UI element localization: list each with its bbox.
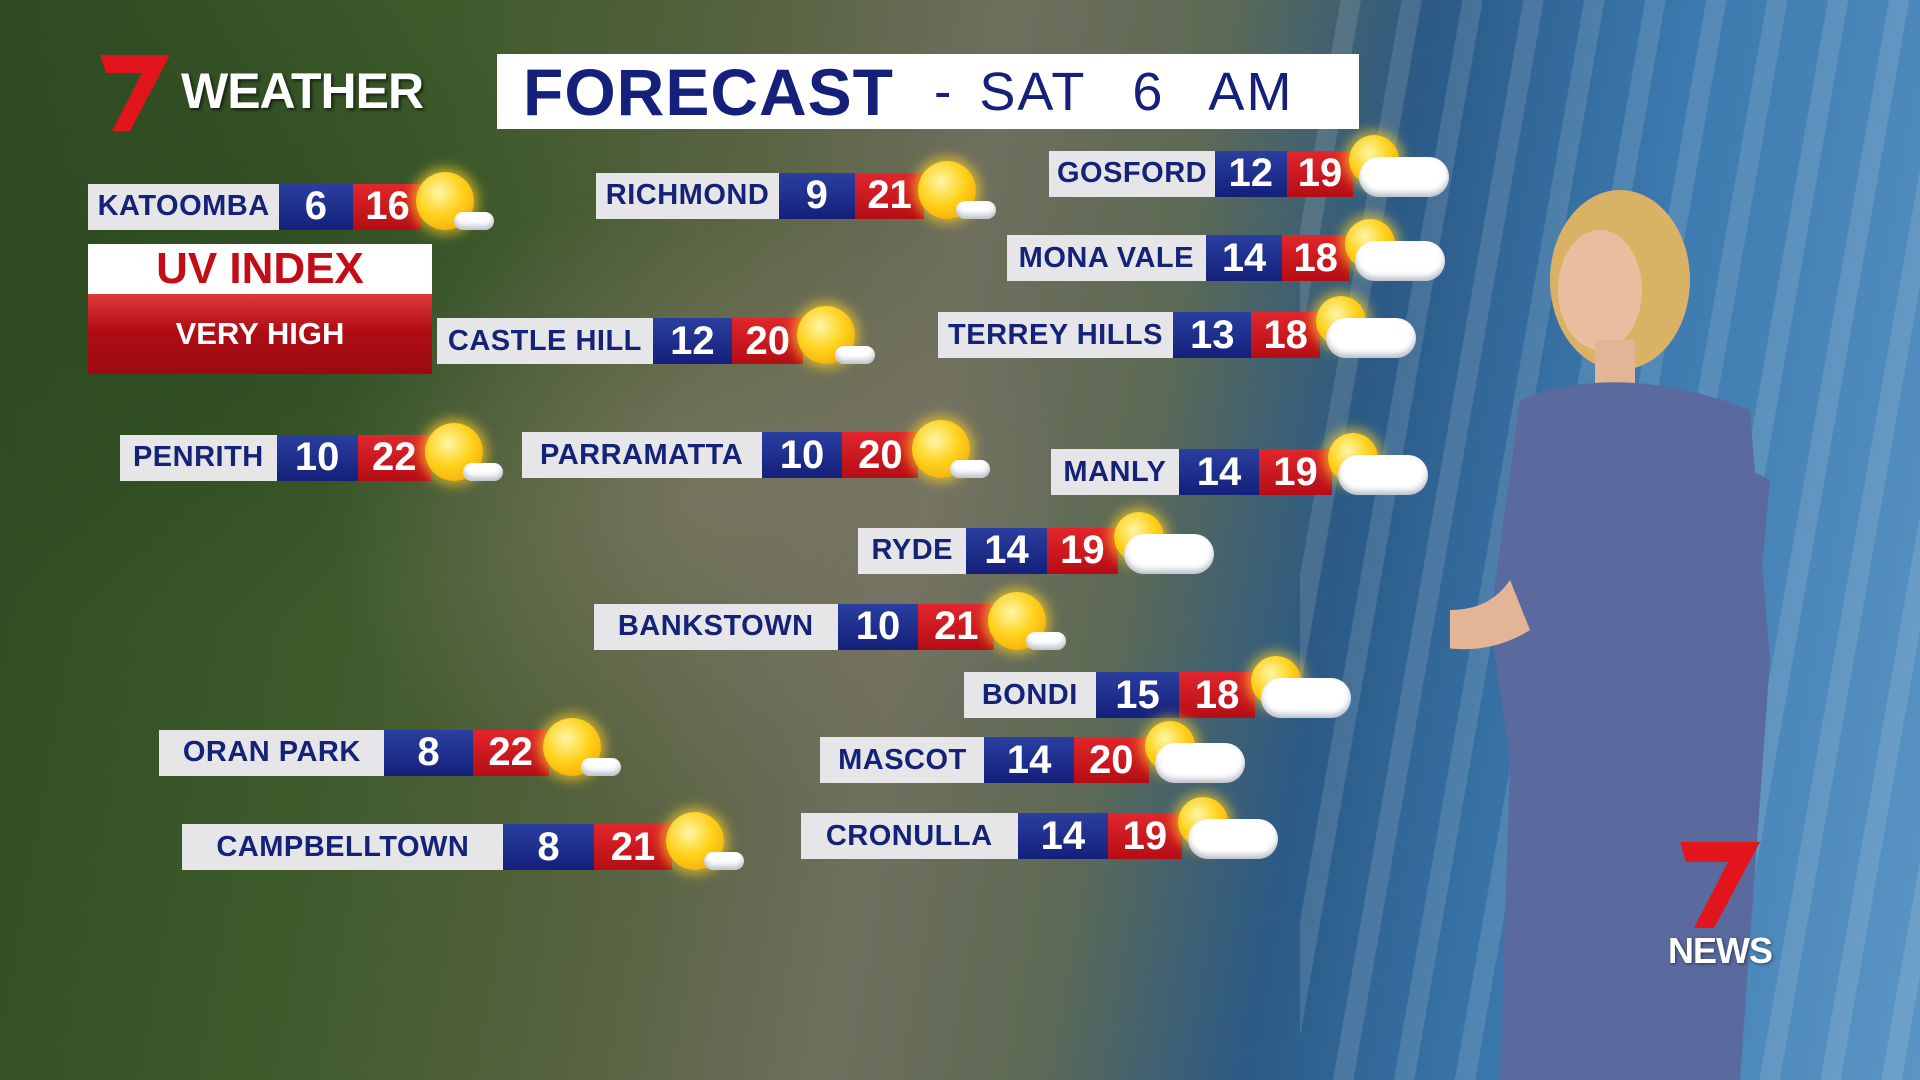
- max-temp: 19: [1286, 150, 1354, 197]
- header-separator: -: [934, 62, 952, 121]
- sunny-icon: [417, 419, 507, 489]
- location-forecast-oran-park: ORAN PARK 8 22: [159, 717, 624, 776]
- location-forecast-gosford: GOSFORD 12 19: [1049, 134, 1450, 197]
- location-name: KATOOMBA: [88, 183, 280, 230]
- location-forecast-manly: MANLY 14 19: [1050, 433, 1429, 496]
- news-logo-text: NEWS: [1668, 930, 1773, 971]
- max-temp: 18: [1179, 672, 1256, 719]
- min-temp: 14: [1179, 449, 1259, 496]
- location-forecast-ryde: RYDE 14 19: [858, 511, 1214, 574]
- sunny-icon: [408, 168, 498, 238]
- seven-news-logo-mark: [1680, 842, 1760, 928]
- max-temp: 19: [1108, 813, 1182, 860]
- location-name: RYDE: [858, 527, 967, 574]
- uv-index-level: VERY HIGH: [88, 294, 432, 374]
- min-temp: 10: [761, 432, 843, 479]
- location-forecast-katoomba: KATOOMBA 6 16: [88, 171, 498, 230]
- location-forecast-bankstown: BANKSTOWN 10 21: [593, 591, 1070, 650]
- location-name: MANLY: [1050, 449, 1180, 496]
- location-name: GOSFORD: [1049, 150, 1215, 197]
- location-forecast-richmond: RICHMOND 9 21: [596, 160, 1000, 219]
- location-forecast-mascot: MASCOT 14 20: [820, 721, 1245, 784]
- sunny-icon: [535, 714, 625, 784]
- location-name: RICHMOND: [596, 172, 779, 219]
- header-day-time: SAT 6 AM: [979, 61, 1294, 122]
- min-temp: 10: [276, 434, 358, 481]
- min-temp: 13: [1173, 312, 1252, 359]
- header-title: FORECAST: [523, 54, 894, 129]
- location-forecast-parramatta: PARRAMATTA 10 20: [521, 420, 995, 479]
- location-forecast-cronulla: CRONULLA 14 19: [800, 797, 1278, 860]
- location-forecast-terrey-hills: TERREY HILLS 13 18: [937, 296, 1416, 359]
- sunny-icon: [904, 416, 994, 486]
- min-temp: 14: [984, 737, 1074, 784]
- partly-cloudy-icon: [1241, 656, 1352, 726]
- min-temp: 15: [1095, 672, 1180, 719]
- min-temp: 10: [837, 603, 919, 650]
- location-name: MONA VALE: [1006, 235, 1207, 282]
- max-temp: 22: [472, 729, 549, 776]
- min-temp: 14: [966, 527, 1047, 574]
- partly-cloudy-icon: [1104, 511, 1214, 582]
- sunny-icon: [980, 588, 1070, 658]
- partly-cloudy-icon: [1318, 433, 1429, 503]
- location-name: MASCOT: [820, 737, 985, 784]
- location-name: CASTLE HILL: [437, 318, 653, 365]
- location-forecast-bondi: BONDI 15 18: [963, 656, 1352, 719]
- max-temp: 18: [1282, 235, 1350, 282]
- location-name: CRONULLA: [800, 813, 1018, 860]
- max-temp: 21: [918, 603, 995, 650]
- seven-news-logo: NEWS: [1640, 842, 1800, 972]
- sunny-icon: [910, 157, 1000, 227]
- min-temp: 8: [384, 729, 473, 776]
- min-temp: 14: [1017, 813, 1109, 860]
- partly-cloudy-icon: [1335, 219, 1446, 289]
- max-temp: 19: [1258, 449, 1333, 496]
- uv-index-panel: UV INDEX VERY HIGH: [88, 244, 432, 374]
- location-name: CAMPBELLTOWN: [182, 824, 504, 871]
- partly-cloudy-icon: [1306, 296, 1416, 366]
- max-temp: 18: [1251, 312, 1320, 359]
- location-forecast-penrith: PENRITH 10 22: [120, 422, 507, 481]
- seven-logo: [100, 55, 170, 131]
- location-forecast-campbelltown: CAMPBELLTOWN 8 21: [182, 812, 748, 871]
- partly-cloudy-icon: [1168, 797, 1278, 867]
- min-temp: 6: [279, 183, 353, 230]
- max-temp: 22: [357, 434, 432, 481]
- min-temp: 14: [1206, 235, 1283, 282]
- location-name: BONDI: [963, 672, 1096, 719]
- sunny-icon: [658, 808, 748, 878]
- min-temp: 12: [652, 318, 733, 365]
- location-name: PARRAMATTA: [521, 432, 762, 479]
- min-temp: 12: [1214, 150, 1287, 197]
- max-temp: 21: [593, 824, 673, 871]
- min-temp: 9: [778, 172, 855, 219]
- location-name: ORAN PARK: [159, 729, 385, 776]
- forecast-header: FORECAST - SAT 6 AM: [497, 54, 1359, 129]
- location-name: TERREY HILLS: [937, 312, 1174, 359]
- partly-cloudy-icon: [1339, 134, 1450, 205]
- sunny-icon: [789, 302, 879, 372]
- location-forecast-mona-vale: MONA VALE 14 18: [1006, 219, 1446, 282]
- presenter: [1450, 190, 1770, 1080]
- max-temp: 20: [732, 318, 804, 365]
- weather-brand-text: WEATHER: [181, 63, 424, 119]
- partly-cloudy-icon: [1135, 721, 1245, 791]
- max-temp: 16: [352, 183, 423, 230]
- max-temp: 21: [854, 172, 925, 219]
- location-name: PENRITH: [120, 434, 277, 481]
- min-temp: 8: [503, 824, 594, 871]
- max-temp: 19: [1046, 527, 1118, 574]
- location-name: BANKSTOWN: [593, 603, 838, 650]
- uv-index-label: UV INDEX: [88, 244, 432, 294]
- max-temp: 20: [842, 432, 919, 479]
- max-temp: 20: [1073, 737, 1149, 784]
- location-forecast-castle-hill: CASTLE HILL 12 20: [437, 306, 879, 365]
